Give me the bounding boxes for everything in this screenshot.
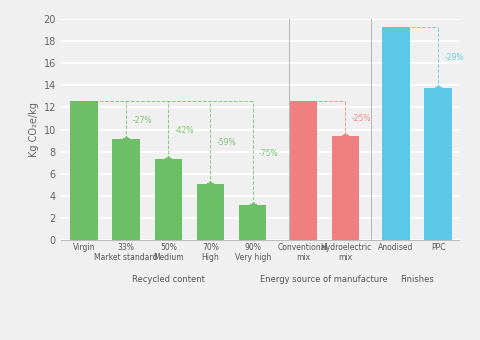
Bar (289, 101, 317, 240)
Text: Recycled content: Recycled content (132, 275, 205, 285)
Bar (424, 88, 452, 240)
Text: -75%: -75% (259, 149, 278, 158)
Bar (155, 159, 182, 240)
Text: -25%: -25% (352, 114, 371, 123)
Bar (197, 184, 224, 240)
Bar (112, 139, 140, 240)
Text: -42%: -42% (175, 125, 194, 135)
Text: -27%: -27% (132, 116, 152, 125)
Bar (239, 205, 266, 240)
Y-axis label: Kg CO₂e/kg: Kg CO₂e/kg (29, 102, 39, 157)
Text: Finishes: Finishes (400, 275, 434, 285)
Text: -29%: -29% (444, 53, 464, 62)
Bar (70, 101, 98, 240)
Bar (383, 27, 410, 240)
Bar (332, 136, 359, 240)
Text: Energy source of manufacture: Energy source of manufacture (261, 275, 388, 285)
Text: -59%: -59% (217, 138, 237, 147)
